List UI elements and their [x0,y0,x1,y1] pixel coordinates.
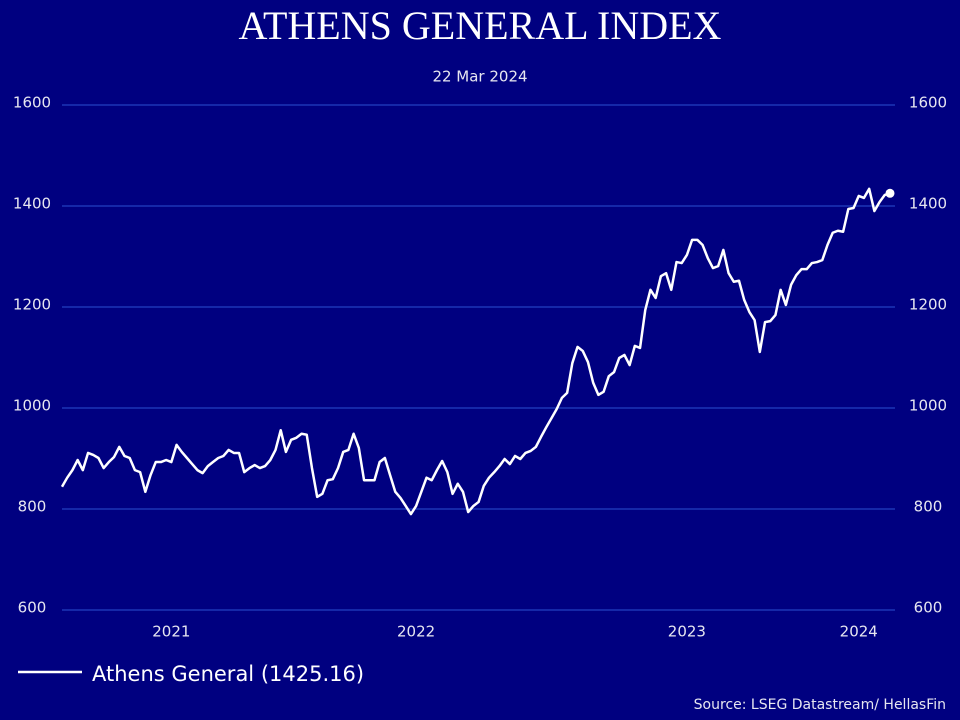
y-tick-label: 600 [18,599,47,617]
y-tick-label: 1400 [13,195,51,213]
chart-title: ATHENS GENERAL INDEX [239,3,722,48]
chart-subtitle: 22 Mar 2024 [432,68,527,86]
y2-tick-label: 800 [914,498,943,516]
y2-tick-label: 1000 [909,397,947,415]
source-note: Source: LSEG Datastream/ HellasFin [694,697,946,713]
y-tick-label: 800 [18,498,47,516]
y2-tick-label: 600 [914,599,943,617]
x-tick-label: 2021 [152,623,190,641]
x-tick-label: 2023 [668,623,706,641]
x-tick-label: 2024 [840,623,878,641]
y-tick-label: 1000 [13,397,51,415]
y-tick-label: 1200 [13,296,51,314]
data-line [60,187,891,516]
y2-tick-label: 1400 [909,195,947,213]
legend-label: Athens General (1425.16) [92,662,364,686]
y2-tick-label: 1600 [909,94,947,112]
last-point [885,188,895,198]
x-tick-label: 2022 [397,623,435,641]
y-tick-label: 1600 [13,94,51,112]
y2-tick-label: 1200 [909,296,947,314]
